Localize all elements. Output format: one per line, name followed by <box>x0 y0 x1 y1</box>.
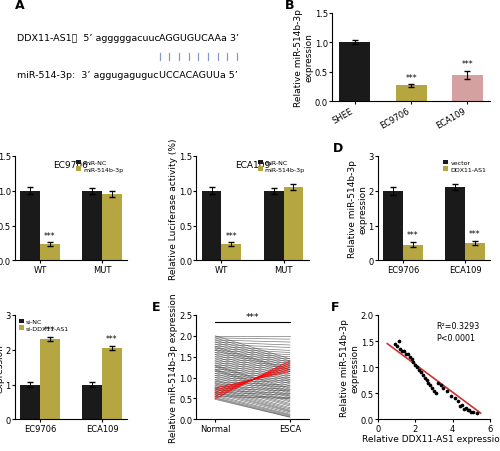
Text: ***: *** <box>246 312 259 321</box>
Point <box>419 372 427 379</box>
Text: ECA109: ECA109 <box>235 161 270 170</box>
Text: E: E <box>152 300 160 313</box>
Point <box>456 403 464 410</box>
Text: ***: *** <box>462 60 473 69</box>
Text: ***: *** <box>226 232 237 241</box>
Point <box>404 351 412 358</box>
Point <box>450 395 458 402</box>
Bar <box>82 385 102 419</box>
Bar <box>284 188 304 261</box>
Text: P<0.0001: P<0.0001 <box>436 333 475 342</box>
Y-axis label: Relative miR-514b-3p
expression: Relative miR-514b-3p expression <box>0 318 4 416</box>
Y-axis label: Relative Luciferase activity (%): Relative Luciferase activity (%) <box>169 138 178 279</box>
Legend: vector, DDX11-AS1: vector, DDX11-AS1 <box>443 160 487 173</box>
Bar <box>465 244 485 261</box>
Bar <box>340 43 370 102</box>
Text: UCCACAGUUa 5’: UCCACAGUUa 5’ <box>158 71 238 80</box>
Bar <box>20 385 40 419</box>
Point <box>432 390 440 397</box>
Point <box>420 374 428 382</box>
Point <box>398 348 406 355</box>
Text: DDX11-AS1：  5’ agggggacuuc: DDX11-AS1： 5’ agggggacuuc <box>18 34 160 43</box>
Point <box>422 377 430 384</box>
Point <box>438 382 446 389</box>
Point <box>440 385 448 392</box>
Point <box>454 398 462 405</box>
Point <box>424 379 432 387</box>
Legend: miR-NC, miR-514b-3p: miR-NC, miR-514b-3p <box>257 160 306 173</box>
Point <box>447 392 455 400</box>
Bar <box>40 340 60 419</box>
Bar <box>383 191 403 261</box>
Point <box>408 356 416 363</box>
Text: R²=0.3293: R²=0.3293 <box>436 322 480 331</box>
Text: ***: *** <box>469 229 481 238</box>
Point <box>473 410 481 417</box>
Y-axis label: Relative miR-514b-3p expression: Relative miR-514b-3p expression <box>169 293 178 442</box>
Text: ***: *** <box>406 74 417 83</box>
Text: ***: *** <box>44 232 56 241</box>
Bar <box>40 245 60 261</box>
Point <box>434 379 442 387</box>
Point <box>417 369 425 376</box>
Point <box>443 387 451 394</box>
Text: ***: *** <box>44 326 56 335</box>
Bar <box>222 245 242 261</box>
Point <box>412 361 420 368</box>
Bar <box>452 75 483 102</box>
Text: miR-514-3p:  3’ aggugaguguc: miR-514-3p: 3’ aggugaguguc <box>18 71 159 80</box>
Point <box>466 406 473 414</box>
Text: ***: *** <box>407 231 418 240</box>
Text: F: F <box>331 300 340 313</box>
Point <box>462 405 469 412</box>
Point <box>402 351 410 358</box>
Point <box>394 338 402 345</box>
Point <box>468 409 475 416</box>
Legend: miR-NC, miR-514b-3p: miR-NC, miR-514b-3p <box>76 160 124 173</box>
Text: AGGUGUCAAa 3’: AGGUGUCAAa 3’ <box>158 34 238 43</box>
X-axis label: Relative DDX11-AS1 expression: Relative DDX11-AS1 expression <box>362 434 500 443</box>
Point <box>413 364 421 371</box>
Bar <box>445 188 465 261</box>
Text: A: A <box>15 0 24 12</box>
Y-axis label: Relative miR-514b-3p
expression: Relative miR-514b-3p expression <box>294 9 314 106</box>
Text: B: B <box>285 0 294 12</box>
Y-axis label: Relative miR-514b-3p
expression: Relative miR-514b-3p expression <box>348 160 367 258</box>
Bar <box>102 195 122 261</box>
Bar <box>264 191 283 261</box>
Bar <box>82 191 102 261</box>
Point <box>458 401 466 409</box>
Text: D: D <box>333 142 344 155</box>
Bar <box>396 86 426 102</box>
Point <box>430 387 438 394</box>
Bar <box>102 348 122 419</box>
Point <box>392 343 400 350</box>
Text: ***: *** <box>106 334 118 343</box>
Point <box>464 407 471 414</box>
Point <box>410 359 418 366</box>
Legend: si-NC, si-DDX11-AS1: si-NC, si-DDX11-AS1 <box>18 318 70 331</box>
Bar <box>202 191 222 261</box>
Bar <box>20 191 40 261</box>
Bar <box>403 245 423 261</box>
Point <box>415 366 423 373</box>
Point <box>460 405 468 413</box>
Point <box>428 385 436 392</box>
Point <box>426 382 434 389</box>
Point <box>400 348 408 355</box>
Y-axis label: Relative miR-514b-3p
expression: Relative miR-514b-3p expression <box>340 318 359 416</box>
Point <box>396 345 404 353</box>
Point <box>391 340 399 347</box>
Text: EC9706: EC9706 <box>54 161 88 170</box>
Point <box>469 408 477 415</box>
Point <box>406 353 413 360</box>
